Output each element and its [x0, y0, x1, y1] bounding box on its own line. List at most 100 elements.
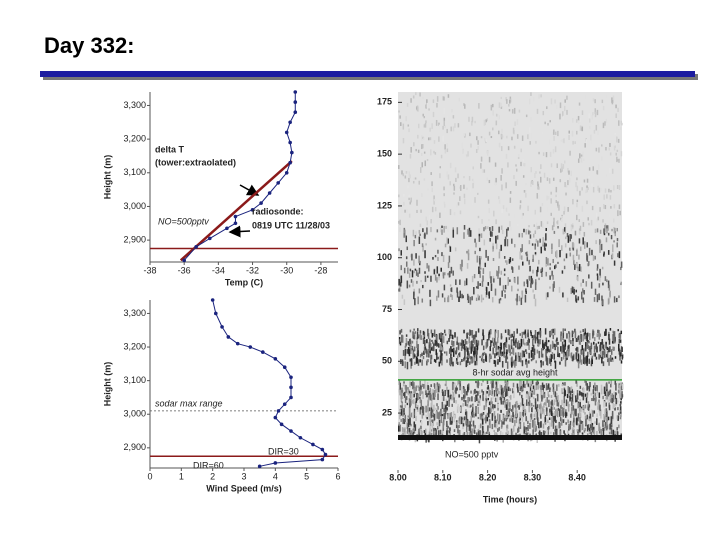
- speckle: [589, 424, 592, 429]
- speckle: [559, 102, 562, 109]
- speckle: [432, 392, 435, 400]
- speckle: [617, 407, 619, 411]
- speckle: [509, 394, 512, 400]
- speckle: [438, 361, 441, 367]
- sodar-floor: [398, 435, 622, 440]
- speckle: [471, 275, 474, 283]
- speckle: [439, 384, 441, 389]
- speckle: [534, 330, 537, 337]
- speckle: [604, 424, 607, 429]
- speckle: [496, 235, 499, 240]
- speckle: [593, 129, 596, 134]
- speckle: [452, 270, 454, 276]
- speckle: [530, 275, 533, 284]
- speckle: [554, 360, 557, 369]
- speckle: [500, 134, 503, 138]
- speckle: [538, 225, 540, 229]
- speckle: [597, 164, 600, 170]
- speckle: [511, 356, 513, 362]
- speckle: [540, 385, 542, 393]
- speckle: [538, 259, 540, 265]
- speckle: [519, 392, 521, 396]
- speckle: [551, 270, 553, 277]
- speckle: [597, 216, 600, 221]
- speckle: [502, 205, 505, 210]
- speckle: [532, 269, 534, 274]
- speckle: [497, 380, 499, 384]
- speckle: [533, 388, 536, 395]
- speckle: [454, 167, 457, 173]
- speckle: [598, 239, 601, 245]
- speckle: [514, 404, 516, 408]
- speckle: [463, 387, 465, 394]
- speckle: [446, 237, 448, 245]
- speckle: [518, 355, 521, 362]
- speckle: [444, 125, 446, 128]
- speckle: [421, 135, 423, 141]
- speckle: [603, 228, 605, 234]
- speckle: [586, 355, 589, 363]
- data-point: [233, 221, 238, 226]
- speckle: [459, 361, 462, 366]
- speckle: [571, 422, 573, 426]
- speckle: [482, 393, 484, 401]
- speckle: [548, 394, 550, 398]
- speckle: [564, 328, 566, 331]
- speckle: [477, 340, 480, 346]
- speckle: [433, 140, 436, 144]
- speckle: [491, 390, 493, 396]
- speckle: [449, 358, 451, 366]
- speckle: [540, 408, 542, 414]
- speckle: [415, 398, 418, 403]
- speckle: [596, 431, 598, 436]
- speckle: [552, 227, 555, 233]
- speckle: [554, 391, 557, 398]
- speckle: [460, 416, 463, 425]
- speckle: [612, 394, 615, 402]
- speckle: [493, 359, 496, 365]
- speckle: [509, 388, 512, 392]
- speckle: [463, 395, 465, 399]
- speckle: [600, 188, 603, 191]
- speckle: [608, 381, 610, 384]
- speckle: [455, 177, 457, 182]
- speckle: [581, 408, 583, 413]
- speckle: [564, 243, 567, 248]
- speckle: [534, 402, 537, 410]
- speckle: [419, 233, 421, 236]
- speckle: [563, 105, 566, 112]
- speckle: [509, 279, 511, 282]
- speckle: [607, 391, 610, 397]
- speckle: [512, 347, 514, 354]
- speckle: [485, 400, 487, 407]
- speckle: [616, 185, 619, 190]
- speckle: [441, 413, 444, 417]
- speckle: [601, 356, 603, 364]
- speckle: [553, 353, 556, 360]
- speckle: [563, 401, 565, 410]
- speckle: [470, 358, 472, 364]
- speckle: [426, 359, 429, 363]
- speckle: [509, 221, 511, 227]
- speckle: [598, 293, 600, 301]
- speckle: [501, 290, 503, 297]
- speckle: [470, 404, 472, 408]
- speckle: [523, 350, 525, 356]
- speckle: [453, 212, 456, 216]
- speckle: [569, 397, 572, 400]
- speckle: [548, 426, 550, 430]
- speckle: [565, 192, 567, 196]
- speckle: [546, 195, 548, 201]
- speckle: [574, 141, 576, 144]
- speckle: [553, 281, 555, 288]
- speckle: [457, 123, 460, 128]
- speckle: [529, 234, 532, 239]
- speckle: [409, 381, 411, 388]
- speckle: [598, 283, 601, 288]
- speckle: [489, 238, 491, 242]
- speckle: [483, 227, 485, 232]
- speckle: [531, 407, 533, 413]
- speckle: [413, 408, 416, 414]
- speckle: [558, 204, 560, 211]
- speckle: [499, 384, 501, 390]
